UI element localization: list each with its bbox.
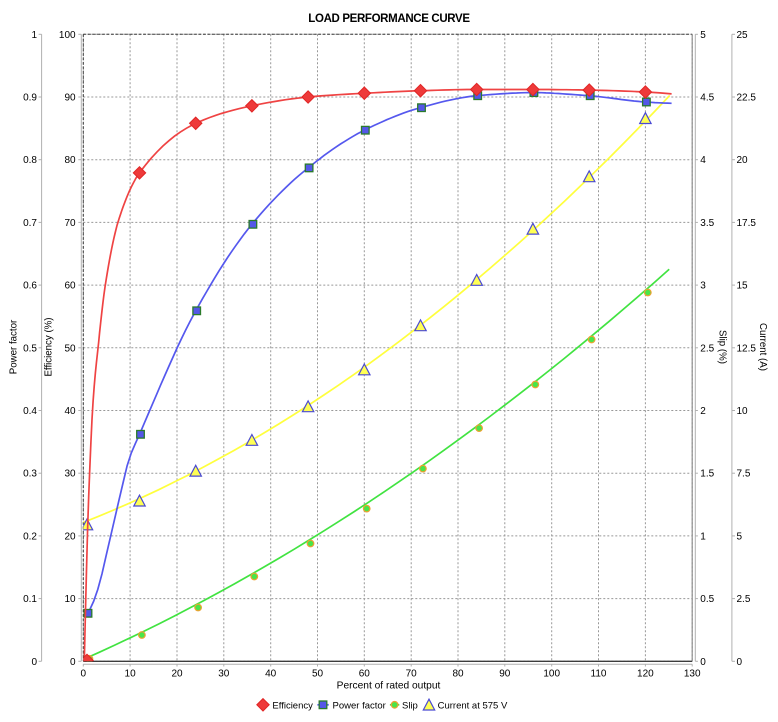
svg-text:4.5: 4.5 — [700, 93, 714, 104]
svg-text:3: 3 — [700, 281, 706, 292]
svg-text:Slip: Slip — [402, 700, 418, 711]
svg-text:Slip (%): Slip (%) — [717, 330, 728, 364]
svg-text:2.5: 2.5 — [700, 343, 714, 354]
svg-text:0.9: 0.9 — [23, 93, 37, 104]
svg-text:2.5: 2.5 — [737, 594, 751, 605]
svg-text:50: 50 — [64, 343, 76, 354]
svg-text:0.2: 0.2 — [23, 531, 37, 542]
svg-text:20: 20 — [171, 669, 183, 680]
svg-text:Power factor: Power factor — [9, 319, 20, 374]
svg-text:0.4: 0.4 — [23, 406, 37, 417]
svg-text:40: 40 — [64, 406, 76, 417]
svg-text:4: 4 — [700, 155, 706, 166]
svg-text:60: 60 — [359, 669, 371, 680]
svg-text:12.5: 12.5 — [737, 343, 757, 354]
svg-text:20: 20 — [737, 155, 749, 166]
svg-text:5: 5 — [700, 30, 706, 41]
svg-text:Power factor: Power factor — [333, 700, 386, 711]
svg-text:25: 25 — [737, 30, 749, 41]
svg-text:30: 30 — [218, 669, 230, 680]
svg-text:70: 70 — [406, 669, 418, 680]
svg-text:0: 0 — [700, 657, 706, 668]
svg-text:0: 0 — [70, 657, 76, 668]
svg-text:0.8: 0.8 — [23, 155, 37, 166]
svg-text:0: 0 — [737, 657, 743, 668]
svg-text:120: 120 — [637, 669, 654, 680]
svg-text:10: 10 — [125, 669, 137, 680]
svg-text:Current (A): Current (A) — [757, 323, 768, 371]
svg-text:10: 10 — [64, 594, 76, 605]
svg-text:40: 40 — [265, 669, 277, 680]
svg-text:100: 100 — [59, 30, 76, 41]
svg-text:Efficiency: Efficiency — [272, 700, 313, 711]
svg-text:1: 1 — [31, 30, 37, 41]
svg-text:3.5: 3.5 — [700, 218, 714, 229]
svg-text:80: 80 — [452, 669, 464, 680]
svg-text:0.7: 0.7 — [23, 218, 37, 229]
svg-text:0.1: 0.1 — [23, 594, 37, 605]
svg-text:10: 10 — [737, 406, 749, 417]
svg-text:Efficiency (%): Efficiency (%) — [44, 317, 55, 376]
svg-text:LOAD PERFORMANCE CURVE: LOAD PERFORMANCE CURVE — [308, 13, 470, 25]
svg-text:1: 1 — [700, 531, 706, 542]
svg-text:15: 15 — [737, 281, 749, 292]
svg-text:100: 100 — [543, 669, 560, 680]
svg-text:17.5: 17.5 — [737, 218, 757, 229]
svg-text:70: 70 — [64, 218, 76, 229]
svg-text:50: 50 — [312, 669, 324, 680]
svg-text:Percent of rated output: Percent of rated output — [337, 681, 441, 692]
svg-text:90: 90 — [64, 93, 76, 104]
svg-text:90: 90 — [499, 669, 511, 680]
svg-text:22.5: 22.5 — [737, 93, 757, 104]
svg-text:0.3: 0.3 — [23, 469, 37, 480]
svg-text:0.5: 0.5 — [700, 594, 714, 605]
svg-text:110: 110 — [591, 669, 607, 680]
svg-text:1.5: 1.5 — [700, 469, 714, 480]
svg-text:0: 0 — [81, 669, 87, 680]
svg-text:60: 60 — [64, 281, 76, 292]
svg-text:Current at 575 V: Current at 575 V — [438, 700, 508, 711]
svg-text:2: 2 — [700, 406, 706, 417]
svg-text:30: 30 — [64, 469, 76, 480]
svg-text:80: 80 — [64, 155, 76, 166]
svg-text:5: 5 — [737, 531, 743, 542]
svg-text:0.5: 0.5 — [23, 343, 37, 354]
svg-text:7.5: 7.5 — [737, 469, 751, 480]
svg-text:0: 0 — [31, 657, 37, 668]
svg-text:20: 20 — [64, 531, 76, 542]
svg-text:130: 130 — [684, 669, 701, 680]
svg-text:0.6: 0.6 — [23, 281, 37, 292]
